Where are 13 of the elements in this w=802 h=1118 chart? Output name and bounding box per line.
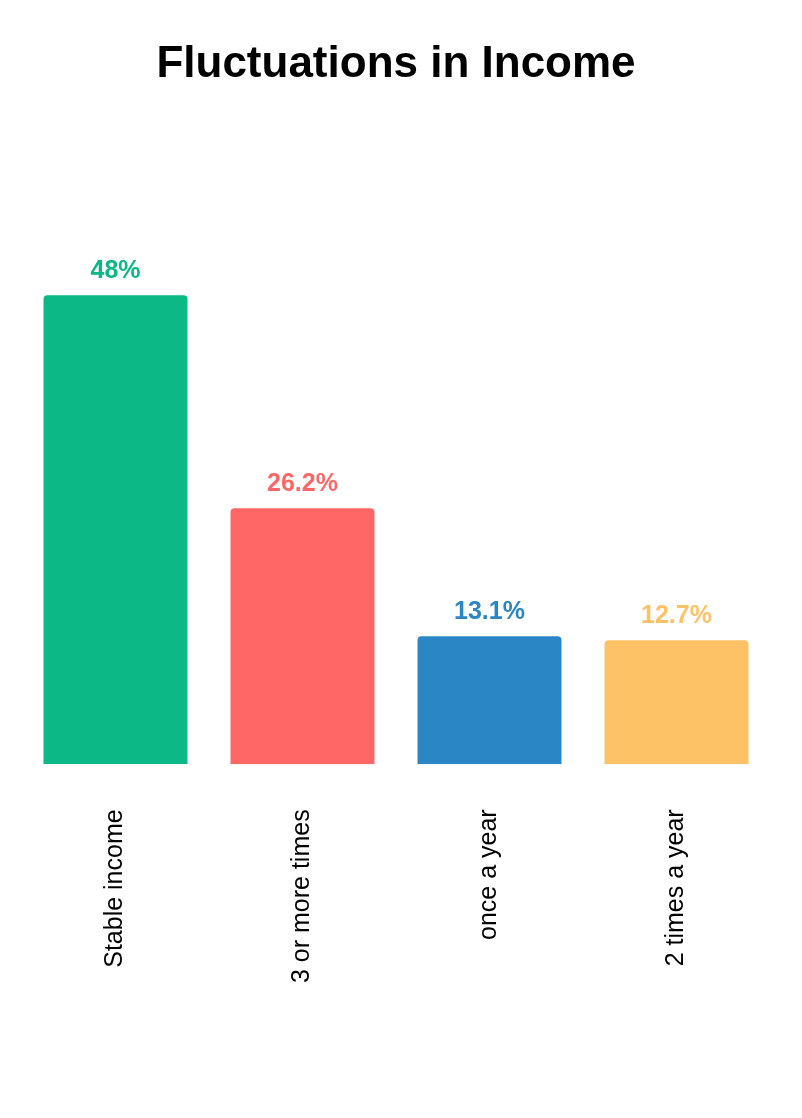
bar: [604, 640, 749, 765]
chart-title: Fluctuations in Income: [156, 36, 636, 86]
data-label: 12.7%: [641, 599, 712, 628]
bar: [43, 295, 188, 765]
x-tick-label: Stable income: [99, 809, 128, 968]
data-label: 48%: [90, 254, 141, 283]
x-tick-label: once a year: [473, 809, 502, 940]
bar: [230, 508, 375, 765]
x-tick-label: 3 or more times: [286, 809, 315, 984]
x-tick-label: 2 times a year: [660, 809, 689, 967]
data-label: 13.1%: [454, 595, 525, 624]
data-label: 26.2%: [267, 467, 338, 496]
bar: [417, 636, 562, 765]
